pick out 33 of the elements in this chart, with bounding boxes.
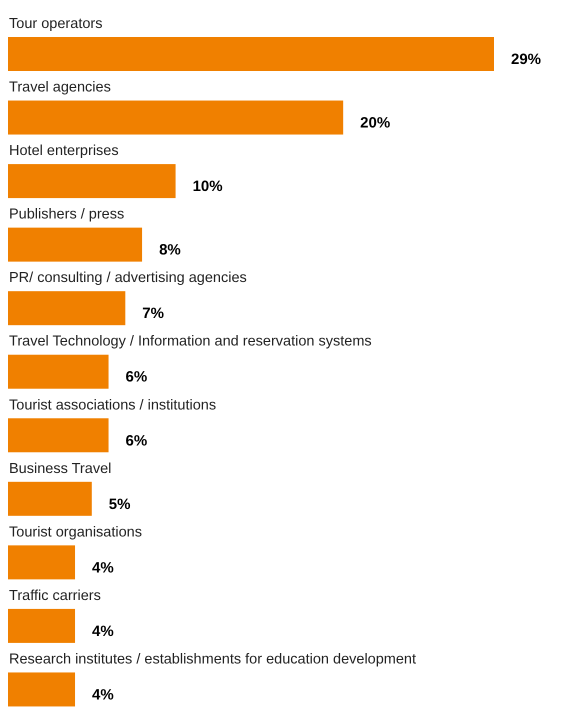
data-label: 10% — [192, 178, 223, 196]
data-label: 8% — [159, 242, 181, 259]
bar — [8, 100, 344, 135]
y-tick-label: Business Travel — [9, 460, 112, 477]
data-label: 4% — [92, 559, 114, 576]
bar — [8, 608, 76, 643]
y-tick-label: Traffic carriers — [9, 588, 101, 604]
y-tick-label: Publishers / press — [9, 206, 124, 223]
y-tick-label: Hotel enterprises — [9, 143, 119, 160]
y-tick-label: Tour operators — [9, 16, 102, 32]
y-tick-label: Travel agencies — [9, 80, 111, 96]
y-tick-label: Tourist organisations — [9, 524, 142, 540]
data-label: 7% — [142, 305, 164, 322]
data-label: 4% — [92, 686, 114, 704]
y-tick-label: Research institutes / establishments for education development — [9, 651, 416, 668]
bar — [8, 418, 109, 452]
bar — [8, 545, 76, 580]
data-label: 4% — [92, 622, 114, 640]
data-label: 20% — [360, 114, 390, 132]
y-tick-label: Tourist associations / institutions — [9, 397, 216, 414]
data-label: 6% — [126, 368, 148, 386]
y-tick-label: PR/ consulting / advertising agencies — [9, 270, 247, 286]
data-label: 5% — [108, 496, 130, 513]
bar — [8, 672, 76, 706]
bar — [8, 482, 92, 516]
data-label: 29% — [511, 51, 542, 68]
bar — [8, 354, 109, 389]
data-label: 6% — [126, 432, 148, 450]
bar — [8, 228, 142, 262]
y-tick-label: Travel Technology / Information and reservation systems — [9, 334, 372, 350]
bar — [8, 291, 126, 326]
bar — [8, 37, 494, 71]
bar — [8, 164, 176, 198]
